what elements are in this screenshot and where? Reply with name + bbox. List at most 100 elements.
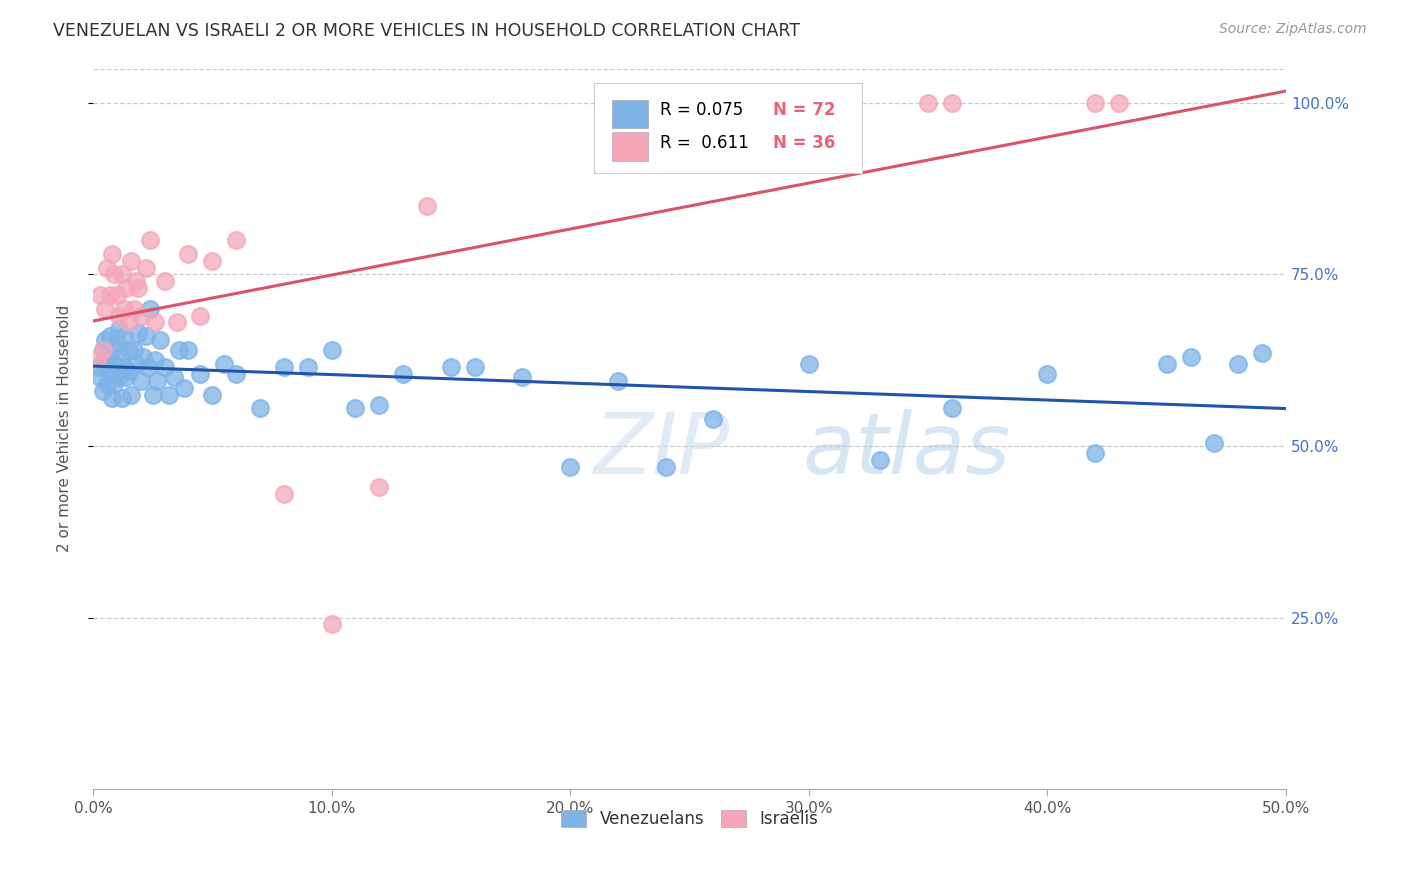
Point	[153, 274, 176, 288]
Point	[101, 391, 124, 405]
Point	[1084, 95, 1107, 110]
Point	[560, 459, 582, 474]
Point	[941, 95, 963, 110]
Bar	[612, 100, 648, 128]
Point	[91, 343, 114, 357]
Text: VENEZUELAN VS ISRAELI 2 OR MORE VEHICLES IN HOUSEHOLD CORRELATION CHART: VENEZUELAN VS ISRAELI 2 OR MORE VEHICLES…	[53, 22, 800, 40]
Point	[344, 401, 367, 416]
Point	[108, 370, 131, 384]
Point	[512, 370, 534, 384]
Point	[125, 274, 148, 288]
Point	[94, 333, 117, 347]
Point	[112, 329, 135, 343]
Point	[212, 357, 235, 371]
Point	[1036, 367, 1059, 381]
Point	[1108, 95, 1130, 110]
Point	[127, 326, 149, 340]
Point	[606, 374, 628, 388]
Point	[91, 343, 114, 357]
Point	[201, 387, 224, 401]
Point	[103, 357, 125, 371]
Text: R =  0.611: R = 0.611	[659, 134, 748, 152]
Point	[105, 360, 128, 375]
Point	[225, 233, 247, 247]
Point	[177, 343, 200, 357]
Point	[157, 387, 180, 401]
Point	[190, 309, 212, 323]
Point	[96, 260, 118, 275]
Point	[94, 357, 117, 371]
Point	[120, 253, 142, 268]
Point	[136, 360, 159, 375]
Point	[115, 370, 138, 384]
Point	[702, 411, 724, 425]
Point	[118, 316, 141, 330]
Point	[132, 350, 155, 364]
Point	[127, 281, 149, 295]
Point	[87, 360, 110, 375]
Point	[146, 374, 169, 388]
Point	[129, 374, 152, 388]
Point	[111, 350, 134, 364]
Point	[139, 233, 162, 247]
Point	[273, 487, 295, 501]
Point	[125, 357, 148, 371]
Point	[122, 301, 145, 316]
Text: R = 0.075: R = 0.075	[659, 102, 742, 120]
Point	[149, 333, 172, 347]
Point	[1251, 346, 1274, 360]
Point	[368, 398, 391, 412]
Point	[112, 360, 135, 375]
Point	[103, 377, 125, 392]
Point	[89, 288, 111, 302]
Point	[917, 95, 939, 110]
Point	[134, 329, 156, 343]
Point	[1084, 446, 1107, 460]
Point	[368, 480, 391, 494]
Point	[94, 301, 117, 316]
Point	[96, 350, 118, 364]
Text: Source: ZipAtlas.com: Source: ZipAtlas.com	[1219, 22, 1367, 37]
Point	[111, 391, 134, 405]
Point	[941, 401, 963, 416]
Point	[1227, 357, 1250, 371]
Point	[134, 260, 156, 275]
Point	[118, 343, 141, 357]
Point	[98, 288, 121, 302]
Point	[111, 268, 134, 282]
Text: atlas: atlas	[803, 409, 1011, 492]
FancyBboxPatch shape	[595, 83, 862, 173]
Point	[273, 360, 295, 375]
Point	[139, 301, 162, 316]
Point	[98, 329, 121, 343]
Point	[321, 343, 343, 357]
Point	[115, 281, 138, 295]
Point	[163, 370, 186, 384]
Point	[321, 617, 343, 632]
Point	[177, 247, 200, 261]
Point	[143, 316, 166, 330]
Point	[129, 309, 152, 323]
Point	[1156, 357, 1178, 371]
Point	[416, 199, 439, 213]
Text: ZIP: ZIP	[595, 409, 730, 492]
Point	[143, 353, 166, 368]
Point	[225, 367, 247, 381]
Point	[201, 253, 224, 268]
Point	[297, 360, 319, 375]
Text: N = 72: N = 72	[773, 102, 835, 120]
Point	[112, 301, 135, 316]
Point	[122, 343, 145, 357]
Point	[392, 367, 415, 381]
Point	[98, 367, 121, 381]
Point	[103, 268, 125, 282]
Point	[105, 288, 128, 302]
Point	[173, 381, 195, 395]
Legend: Venezuelans, Israelis: Venezuelans, Israelis	[554, 804, 824, 835]
Point	[190, 367, 212, 381]
Point	[120, 387, 142, 401]
Point	[105, 336, 128, 351]
Point	[89, 370, 111, 384]
Point	[96, 377, 118, 392]
Point	[167, 343, 190, 357]
